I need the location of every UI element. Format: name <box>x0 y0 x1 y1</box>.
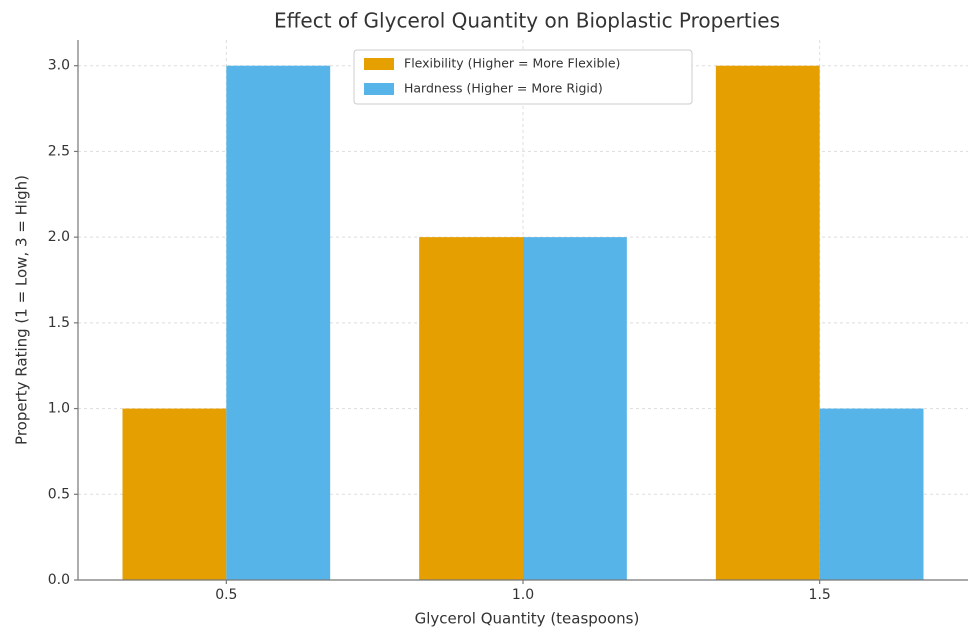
legend-box <box>353 49 693 105</box>
bar <box>122 408 227 580</box>
legend-swatch <box>364 83 394 95</box>
y-tick-label: 2.0 <box>48 229 70 245</box>
y-tick-label: 0.5 <box>48 486 70 502</box>
y-tick-label: 3.0 <box>48 58 70 74</box>
bar <box>819 408 924 580</box>
x-tick-label: 0.5 <box>215 587 237 603</box>
bar <box>419 237 523 580</box>
x-tick-label: 1.5 <box>809 587 831 603</box>
legend-label: Flexibility (Higher = More Flexible) <box>404 56 620 71</box>
y-tick-label: 1.5 <box>48 315 70 331</box>
legend: Flexibility (Higher = More Flexible) Hard… <box>353 49 693 105</box>
bar <box>715 65 820 580</box>
y-tick-label: 1.0 <box>48 401 70 417</box>
y-axis-label: Property Rating (1 = Low, 3 = High) <box>13 175 31 445</box>
bar <box>523 237 627 580</box>
legend-label: Hardness (Higher = More Rigid) <box>404 81 603 96</box>
x-tick-label: 1.0 <box>512 587 534 603</box>
y-tick-label: 2.5 <box>48 143 70 159</box>
legend-swatch <box>364 58 394 70</box>
x-axis-label: Glycerol Quantity (teaspoons) <box>415 610 640 628</box>
chart-title: Effect of Glycerol Quantity on Bioplasti… <box>274 9 780 33</box>
y-tick-label: 0.0 <box>48 572 70 588</box>
bar <box>226 65 331 580</box>
